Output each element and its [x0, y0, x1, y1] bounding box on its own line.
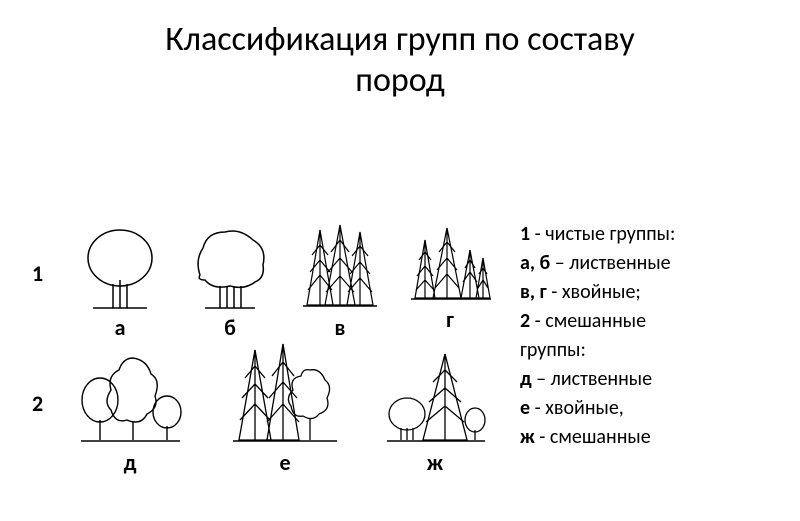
cell-zh: ж	[380, 348, 490, 476]
conifer-small-group-icon	[405, 220, 495, 302]
mixed-both-icon	[383, 348, 488, 445]
cell-v: в	[290, 220, 390, 341]
cell-e: е	[220, 340, 350, 476]
legend-line-6: д – лиственные	[520, 365, 780, 394]
cell-d: д	[70, 350, 190, 476]
row-1-label: 1	[32, 260, 43, 287]
cell-d-label: д	[70, 449, 190, 476]
diagram-area: 1 а б	[30, 220, 500, 500]
legend-line-3: в, г - хвойные;	[520, 278, 780, 307]
cell-g-label: г	[400, 306, 500, 333]
title-line-2: пород	[355, 60, 444, 101]
content-area: 1 а б	[0, 220, 800, 520]
cell-v-label: в	[290, 314, 390, 341]
cell-e-label: е	[220, 449, 350, 476]
cell-zh-label: ж	[380, 449, 490, 476]
deciduous-tree-icon	[75, 220, 165, 310]
page-title: Классификация групп по составу пород	[0, 0, 800, 102]
mixed-conifer-icon	[225, 340, 345, 445]
legend-line-4: 2 - смешанные	[520, 307, 780, 336]
legend-line-7: е - хвойные,	[520, 394, 780, 423]
row-2-label: 2	[32, 390, 43, 417]
legend-line-5: группы:	[520, 336, 780, 365]
legend-line-2: а, б – лиственные	[520, 249, 780, 278]
legend-line-1: 1 - чистые группы:	[520, 220, 780, 249]
deciduous-shrub-icon	[185, 220, 275, 310]
legend: 1 - чистые группы: а, б – лиственные в, …	[520, 220, 780, 452]
legend-line-8: ж - смешанные	[520, 423, 780, 452]
cell-g: г	[400, 220, 500, 333]
conifer-group-icon	[295, 220, 385, 310]
cell-a-label: а	[70, 314, 170, 341]
mixed-deciduous-icon	[75, 350, 185, 445]
cell-b: б	[180, 220, 280, 341]
cell-a: а	[70, 220, 170, 341]
cell-b-label: б	[180, 314, 280, 341]
title-line-1: Классификация групп по составу	[165, 19, 635, 60]
